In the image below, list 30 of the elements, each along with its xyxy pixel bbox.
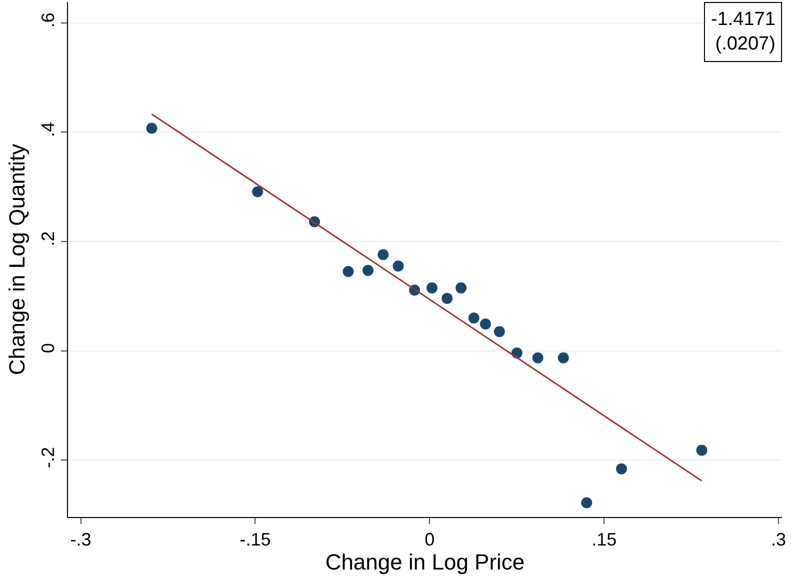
point: [426, 282, 438, 294]
point: [494, 326, 505, 338]
x-axis-title: Change in Log Price: [325, 550, 525, 575]
y-tick-label: -.2: [38, 446, 58, 468]
point: [392, 260, 404, 272]
point: [146, 122, 158, 134]
point: [252, 186, 264, 198]
point: [456, 282, 467, 294]
point: [558, 352, 569, 364]
x-tick-label: .15: [592, 530, 617, 550]
y-tick-label: .4: [38, 122, 58, 137]
point: [616, 463, 628, 474]
x-tick-label: -.3: [70, 530, 92, 550]
y-tick-label: 0: [38, 343, 58, 354]
y-axis-title: Change in Log Quantity: [4, 144, 30, 376]
x-tick-label: 0: [424, 530, 435, 550]
y-tick-label: .2: [38, 231, 58, 246]
point: [581, 497, 592, 508]
point: [378, 249, 389, 260]
annotation: -1.4171 (.0207): [711, 9, 776, 55]
x-tick-label: -.15: [240, 530, 271, 550]
point: [696, 444, 708, 456]
x-tick-label: .3: [771, 530, 786, 550]
point: [468, 312, 480, 324]
point: [442, 292, 453, 304]
point: [532, 352, 544, 364]
point: [342, 266, 354, 278]
y-tick-label: .6: [38, 12, 58, 28]
point: [480, 318, 491, 330]
point: [362, 264, 374, 276]
